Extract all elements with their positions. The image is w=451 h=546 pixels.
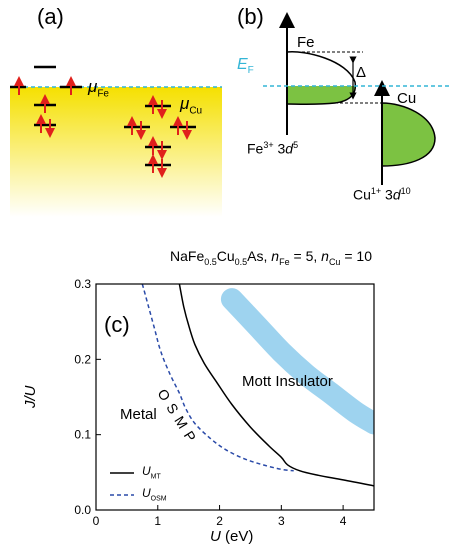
plot-frame — [95, 283, 375, 511]
cu-axis-label: Cu — [397, 90, 417, 107]
legend-label-umt: UMT — [142, 464, 161, 481]
series-line-u-mt — [178, 284, 374, 487]
fe-axis-label: Fe — [297, 34, 315, 51]
y-tick-label: 0.2 — [74, 352, 91, 366]
phase-diagram-chart: 0 1 2 3 4 0.0 0.1 0.2 0.3 — [74, 277, 375, 528]
mott-band — [220, 288, 374, 435]
panel-a-label: (a) — [37, 4, 64, 29]
region-metal: Metal — [120, 406, 157, 423]
delta-label: Δ — [356, 64, 367, 81]
x-tick-label: 0 — [93, 514, 100, 528]
cu-levels — [124, 104, 196, 167]
legend-label-uosm: UOSM — [142, 486, 167, 503]
cu-state-label: Cu1+ 3d10 — [353, 186, 411, 203]
panel-a: (a) — [0, 0, 225, 235]
x-tick-label: 2 — [216, 514, 223, 528]
panel-a-diagram — [10, 65, 222, 217]
panel-b-label: (b) — [237, 4, 264, 29]
y-tick-label: 0.0 — [74, 503, 91, 517]
cu-spins — [127, 95, 192, 178]
x-tick-label: 3 — [278, 514, 285, 528]
y-tick-label: 0.1 — [74, 428, 91, 442]
panel-b-diagram — [263, 12, 449, 185]
ef-label: EF — [237, 56, 254, 77]
panel-c-label: (c) — [104, 312, 130, 337]
region-mott: Mott Insulator — [242, 373, 333, 390]
x-tick-label: 4 — [340, 514, 347, 528]
fe-state-label: Fe3+ 3d5 — [247, 140, 299, 157]
x-tick-label: 1 — [154, 514, 161, 528]
x-axis-label: U (eV) — [210, 528, 254, 545]
fe-spins — [14, 76, 76, 138]
fe-dos-occupied — [287, 86, 356, 105]
y-tick-label: 0.3 — [74, 277, 91, 291]
legend — [110, 472, 134, 496]
mu-cu-label: μCu — [180, 94, 203, 117]
series-line-u-osm — [141, 284, 294, 472]
mu-fe-label: μFe — [88, 77, 109, 100]
y-axis-label: J/U — [22, 385, 39, 409]
cu-dos-occupied — [381, 102, 436, 167]
panel-b: (b) Fe Cu Δ EF Fe3+ 3d5 Cu1+ 3d10 — [225, 0, 451, 235]
chart-title: NaFe0.5Cu0.5As, nFe = 5, nCu = 10 — [170, 248, 372, 267]
